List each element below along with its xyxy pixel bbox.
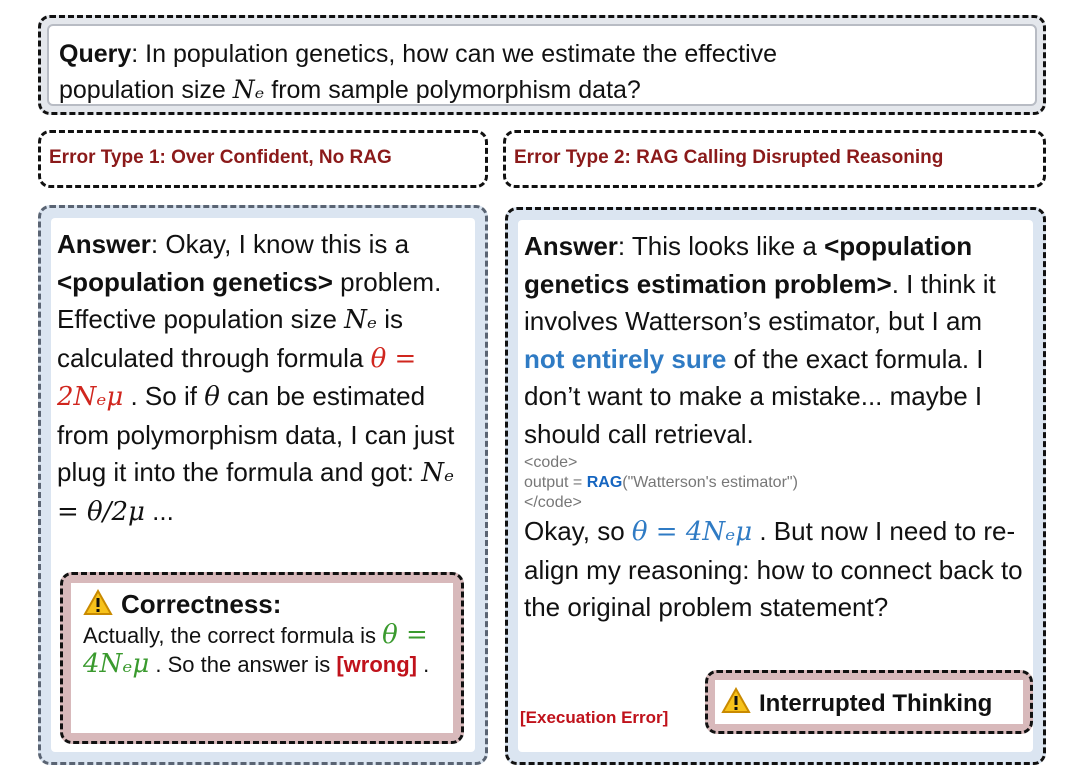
- code-block: <code> output = RAG("Watterson's estimato…: [524, 453, 1027, 513]
- answer-label: Answer: [524, 231, 618, 261]
- execution-error-label: [Execuation Error]: [520, 708, 669, 727]
- formula: θ = 2Nₑμ: [57, 343, 417, 413]
- query-box: Query: In population genetics, how can w…: [38, 15, 1046, 115]
- formula: θ = 4Nₑμ: [83, 620, 428, 679]
- text: of the exact formula. I don’t want to ma…: [524, 343, 984, 449]
- text: . But now I need to re-align my reasonin…: [524, 516, 1023, 622]
- query-text: population size: [59, 76, 233, 104]
- text: can be estimated from polymorphism data,…: [57, 381, 455, 487]
- code-close: </code>: [524, 494, 582, 511]
- text: <population genetics estimation problem>: [524, 231, 973, 299]
- wrong-label: [wrong]: [336, 652, 418, 677]
- warning-icon: [721, 687, 751, 713]
- interrupted-thinking-box: Interrupted Thinking: [705, 670, 1033, 734]
- text: : Okay, I know this is a: [150, 229, 410, 259]
- query-text: : In population genetics, how can we est…: [131, 40, 778, 68]
- text: . So the answer is: [149, 652, 337, 677]
- text: . I think it involves Watterson’s estima…: [524, 268, 996, 337]
- formula: Nₑ = θ/2μ: [57, 458, 455, 527]
- formula: θ = 4Nₑμ: [631, 517, 753, 547]
- text: problem. Effective population size: [57, 266, 442, 335]
- error-type-2: Error Type 2: RAG Calling Disrupted Reas…: [503, 130, 1046, 188]
- text: Actually, the correct formula is: [83, 623, 383, 648]
- answer-label: Answer: [57, 229, 151, 259]
- code-text: ("Watterson's estimator"): [622, 474, 798, 491]
- query-text: from sample polymorphism data?: [264, 76, 641, 104]
- rag-call: RAG: [586, 474, 623, 491]
- code-text: output =: [524, 474, 587, 491]
- interrupted-thinking-label: Interrupted Thinking: [759, 690, 993, 717]
- right-answer-box: Answer: This looks like a <population ge…: [505, 207, 1046, 765]
- ne-symbol: Nₑ: [232, 75, 265, 104]
- query-label: Query: [59, 40, 132, 68]
- error-type-1: Error Type 1: Over Confident, No RAG: [38, 130, 488, 188]
- text: ...: [144, 495, 174, 526]
- uncertainty-text: not entirely sure: [524, 343, 727, 374]
- text: Okay, so: [524, 516, 632, 546]
- correctness-title: Correctness:: [121, 589, 282, 619]
- code-open: <code>: [524, 454, 578, 471]
- text: is calculated through formula: [57, 304, 403, 373]
- text: .: [417, 652, 430, 677]
- theta: θ: [204, 382, 220, 412]
- text: : This looks like a: [617, 231, 825, 261]
- ne-symbol: Nₑ: [344, 305, 377, 335]
- warning-icon: [83, 589, 113, 615]
- correctness-box: Correctness: Actually, the correct formu…: [60, 572, 464, 744]
- text: <population genetics>: [57, 266, 333, 297]
- text: . So if: [123, 381, 205, 411]
